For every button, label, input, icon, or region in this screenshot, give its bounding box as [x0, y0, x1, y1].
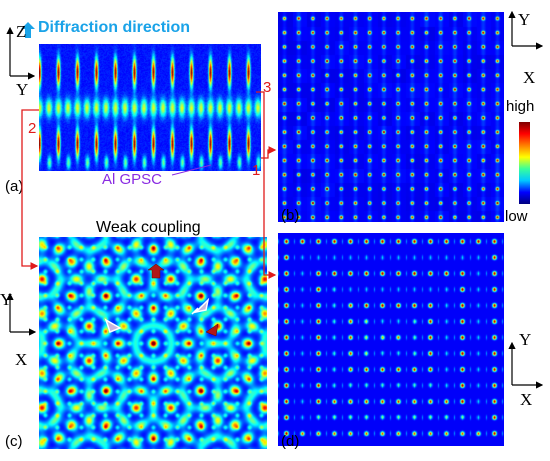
arrow-dark-icon	[205, 323, 219, 337]
diffraction-arrow-icon	[21, 22, 35, 43]
al-gpsc-pointer	[171, 164, 212, 176]
axis-a-arrows	[6, 26, 36, 80]
axis-d-vertical-label: Y	[519, 330, 532, 349]
marker-1-label: 1	[252, 162, 261, 179]
arrow-northeast-icon	[191, 297, 210, 315]
panel-c-direction-arrows	[104, 263, 219, 337]
connector-3	[256, 91, 277, 279]
arrow-southeast-icon	[104, 318, 122, 333]
axis-a-vertical-label: Z	[16, 22, 27, 41]
marker-3-label: 3	[263, 79, 272, 96]
axis-b-horizontal-label: X	[523, 68, 536, 87]
colorbar-low-label: low	[505, 208, 528, 225]
panel-d-field-map	[278, 233, 504, 446]
panel-b-field-map	[278, 12, 504, 222]
axis-a-horizontal-label: Y	[16, 80, 29, 99]
axis-c-arrows	[6, 292, 37, 336]
panel-a-field-map	[39, 44, 261, 171]
marker-2-label: 2	[28, 120, 37, 137]
panel-a-label: (a)	[5, 178, 24, 195]
diffraction-direction-title: Diffraction direction	[38, 19, 191, 36]
panel-c-label: (c)	[5, 433, 23, 450]
axis-b-arrows	[508, 10, 544, 50]
al-gpsc-label: Al GPSC	[102, 171, 163, 188]
axis-b-vertical-label: Y	[518, 10, 531, 29]
panel-c-title: Weak coupling	[96, 219, 201, 236]
connector-1	[261, 146, 277, 159]
axis-c-horizontal-label: X	[15, 350, 28, 369]
colorbar-high-label: high	[506, 98, 535, 115]
panel-b-label: (b)	[281, 207, 300, 224]
axis-d-horizontal-label: X	[520, 390, 533, 409]
colorbar	[519, 122, 530, 204]
axis-c-vertical-label: Y	[0, 290, 13, 309]
axis-d-arrows	[508, 341, 544, 389]
arrow-up-icon	[147, 263, 165, 279]
connector-2	[21, 109, 39, 270]
panel-d-label: (d)	[281, 433, 300, 450]
